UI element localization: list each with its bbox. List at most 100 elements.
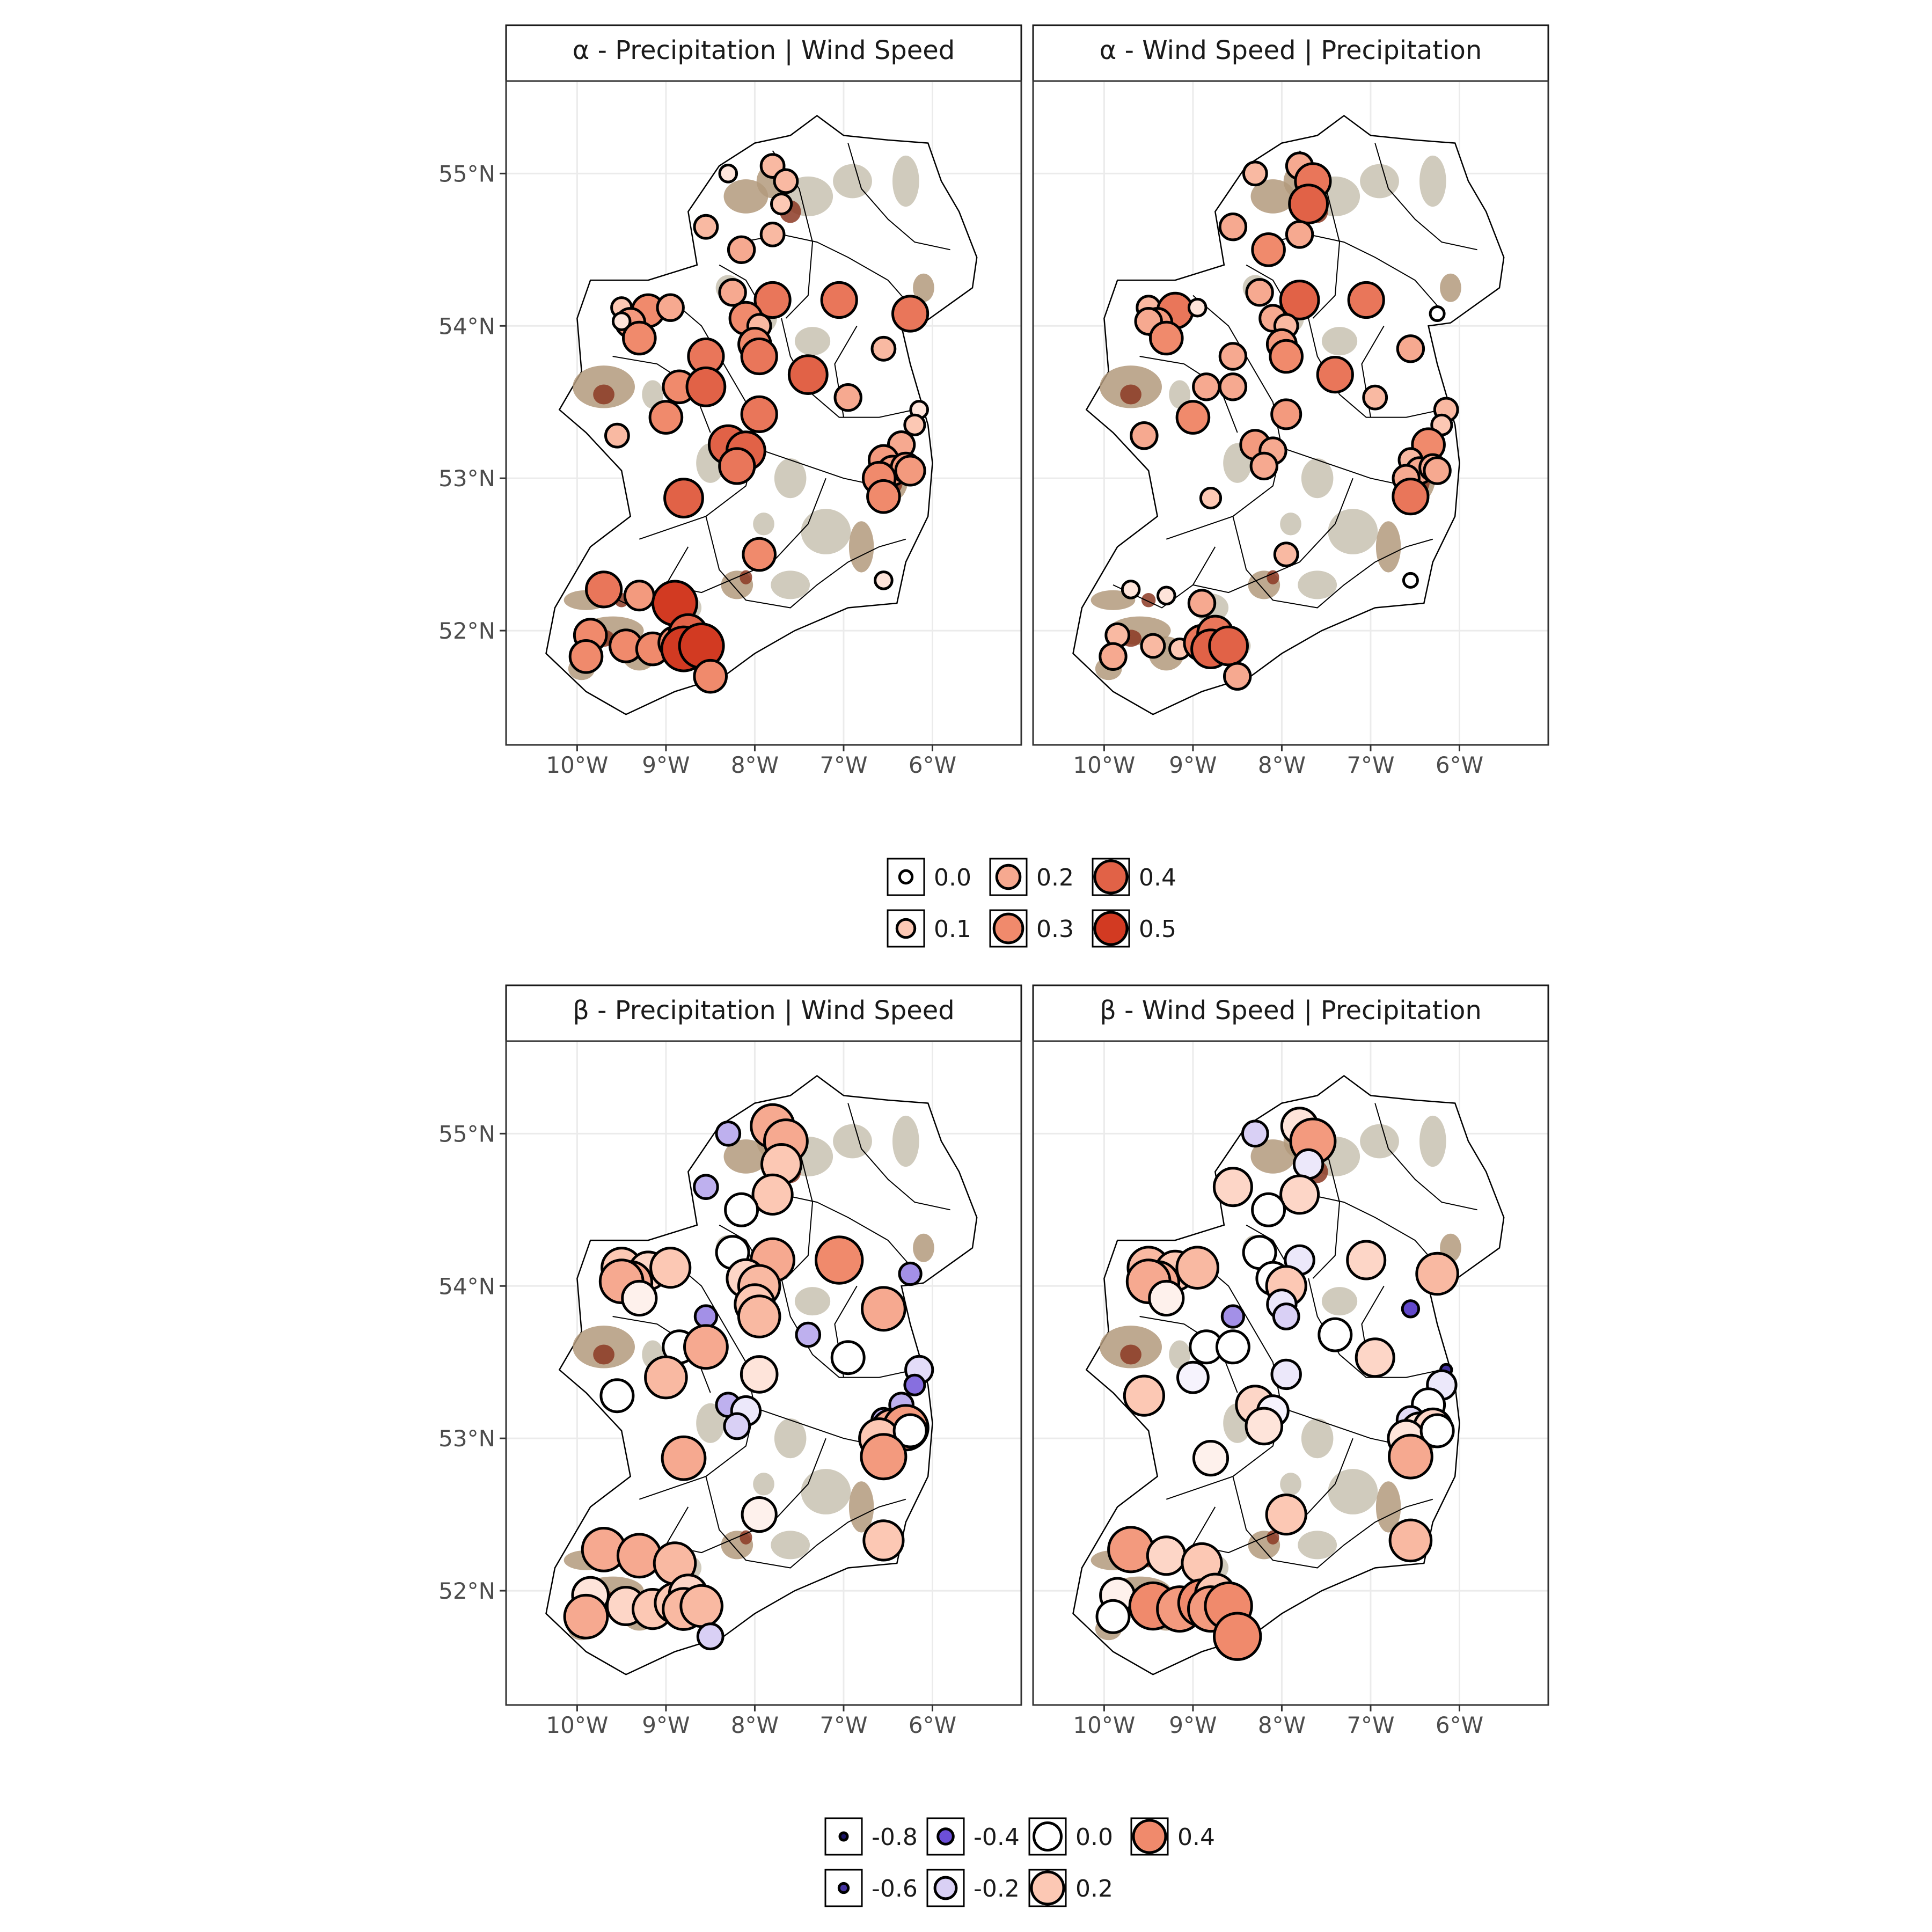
station-point [715, 1121, 742, 1147]
county-boundary [1374, 1103, 1477, 1211]
y-tick-label: 53°N [438, 1425, 495, 1452]
station-point [727, 235, 756, 264]
terrain-patch [1328, 1469, 1378, 1514]
station-point [742, 537, 777, 572]
station-point [585, 570, 623, 609]
station-point [644, 1355, 688, 1400]
legend-label: 0.2 [1036, 864, 1074, 891]
terrain-patch [696, 1403, 725, 1443]
terrain-patch [1375, 521, 1401, 573]
station-point [693, 1304, 719, 1329]
station-point [622, 320, 657, 356]
station-point [621, 1279, 658, 1317]
station-point [866, 479, 901, 514]
y-tick-label: 54°N [438, 313, 495, 339]
station-point [1148, 1279, 1185, 1317]
terrain-patch [771, 570, 810, 599]
station-point [1273, 541, 1299, 567]
station-point [685, 366, 727, 407]
station-point [753, 281, 792, 319]
station-point [1199, 487, 1223, 510]
county-boundary [1308, 318, 1442, 418]
station-point [683, 1324, 729, 1370]
station-point [1208, 625, 1249, 667]
terrain-patch [1141, 593, 1156, 608]
terrain-patch [801, 509, 851, 554]
legend-key-circle [933, 1876, 958, 1900]
station-point [740, 337, 778, 376]
y-tick-label: 55°N [438, 160, 495, 187]
station-point [1265, 1494, 1307, 1536]
station-point [663, 478, 704, 518]
panel-alpha-wind-given-precip: α - Wind Speed | Precipitation [1032, 24, 1549, 746]
x-tick-label: 7°W [1346, 1712, 1394, 1738]
legend-key-circle [992, 912, 1024, 945]
terrain-patch [892, 155, 919, 207]
station-point [661, 1435, 707, 1481]
station-point [1347, 281, 1385, 319]
legend-label: 0.4 [1139, 864, 1176, 891]
station-point [718, 164, 738, 184]
station-point [1429, 305, 1446, 322]
terrain-patch [753, 1473, 774, 1496]
station-point [860, 1433, 908, 1481]
x-tick-label: 10°W [1073, 752, 1135, 778]
station-point [1121, 580, 1141, 599]
station-point [862, 1519, 905, 1562]
station-point [693, 1174, 719, 1200]
station-point [1215, 1329, 1250, 1365]
station-point [1220, 1304, 1245, 1329]
station-point [870, 335, 897, 362]
x-tick-label: 7°W [1346, 752, 1394, 778]
legend-label: -0.6 [872, 1875, 918, 1902]
x-tick-label: 10°W [1073, 1712, 1135, 1738]
x-tick-label: 8°W [1258, 752, 1306, 778]
legend-key-circle [898, 869, 914, 885]
station-point [903, 1373, 926, 1396]
panel-border [505, 80, 1022, 746]
station-point [820, 281, 858, 319]
station-point [1346, 1240, 1387, 1280]
station-point [696, 1622, 724, 1651]
legend-beta: -0.8 -0.6 -0.4 -0.2 0.0 0.2 0.4 [824, 1817, 1215, 1907]
terrain-patch [1250, 1139, 1296, 1174]
panel-alpha-precip-given-wind: α - Precipitation | Wind Speed [505, 24, 1022, 746]
terrain-patch [771, 1531, 810, 1560]
terrain-patch [892, 1115, 919, 1167]
terrain-patch [1419, 1115, 1446, 1167]
legend-key-circle [1132, 1819, 1167, 1854]
station-point [1401, 1299, 1421, 1319]
terrain-patch [723, 1139, 769, 1174]
legend-label: -0.4 [974, 1824, 1020, 1851]
station-point [623, 580, 655, 612]
legend-label: 0.2 [1075, 1875, 1113, 1902]
station-point [1099, 642, 1128, 671]
station-point [1245, 278, 1274, 307]
terrain-patch [1360, 164, 1399, 199]
legend-label: 0.5 [1139, 916, 1176, 943]
legend-label: 0.1 [934, 916, 971, 943]
station-point [1272, 1302, 1300, 1330]
station-point [773, 168, 799, 194]
station-point [1242, 160, 1268, 187]
terrain-patch [801, 1469, 851, 1514]
station-point [795, 1321, 822, 1348]
legend-label: -0.2 [974, 1875, 1020, 1902]
panel-border [1032, 80, 1549, 746]
station-point [740, 395, 778, 434]
terrain-patch [1301, 1418, 1334, 1459]
terrain-patch [774, 1418, 807, 1459]
county-boundary [847, 1103, 950, 1211]
station-point [1140, 633, 1166, 659]
station-point [903, 413, 926, 436]
station-point [693, 658, 728, 694]
station-point [724, 1192, 759, 1227]
county-boundary [1232, 516, 1433, 609]
county-boundary [781, 318, 915, 418]
panel-title: β - Wind Speed | Precipitation [1100, 996, 1482, 1026]
x-tick-label: 8°W [1258, 1712, 1306, 1738]
legend-label: 0.3 [1036, 916, 1074, 943]
station-point [1157, 586, 1176, 606]
panel-border [505, 1040, 1022, 1706]
station-point [1212, 1167, 1253, 1208]
